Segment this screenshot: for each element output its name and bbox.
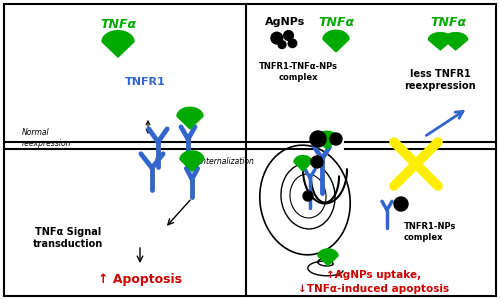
Text: less TNFR1
reexpression: less TNFR1 reexpression [404, 69, 476, 91]
Circle shape [284, 31, 294, 40]
Circle shape [330, 133, 342, 145]
Text: TNFR1: TNFR1 [124, 77, 166, 87]
Polygon shape [323, 30, 349, 52]
Circle shape [278, 41, 286, 49]
Polygon shape [177, 107, 203, 129]
Polygon shape [444, 33, 468, 50]
Text: TNFα: TNFα [100, 19, 136, 32]
Circle shape [310, 131, 326, 147]
Polygon shape [318, 249, 338, 266]
Circle shape [303, 191, 313, 201]
Polygon shape [180, 151, 204, 171]
Circle shape [311, 156, 323, 168]
Polygon shape [102, 31, 134, 57]
Text: Normal
reexpression: Normal reexpression [22, 128, 72, 148]
Text: internalization: internalization [200, 158, 255, 166]
Text: TNFα: TNFα [318, 16, 354, 28]
Circle shape [271, 32, 282, 44]
Polygon shape [428, 33, 452, 50]
Text: TNFα Signal
transduction: TNFα Signal transduction [33, 227, 103, 249]
Text: ↓TNFα-induced apoptosis: ↓TNFα-induced apoptosis [298, 284, 450, 294]
Text: TNFR1-NPs
complex: TNFR1-NPs complex [404, 222, 456, 242]
Text: TNFα: TNFα [430, 16, 466, 28]
Text: ↑ Apoptosis: ↑ Apoptosis [98, 274, 182, 286]
Polygon shape [316, 131, 338, 149]
Text: AgNPs: AgNPs [265, 17, 305, 27]
Text: TNFR1-TNFα-NPs
complex: TNFR1-TNFα-NPs complex [258, 62, 338, 82]
Polygon shape [294, 156, 312, 171]
Circle shape [394, 197, 408, 211]
Circle shape [288, 39, 296, 47]
Text: ↑AgNPs uptake,: ↑AgNPs uptake, [326, 270, 422, 280]
